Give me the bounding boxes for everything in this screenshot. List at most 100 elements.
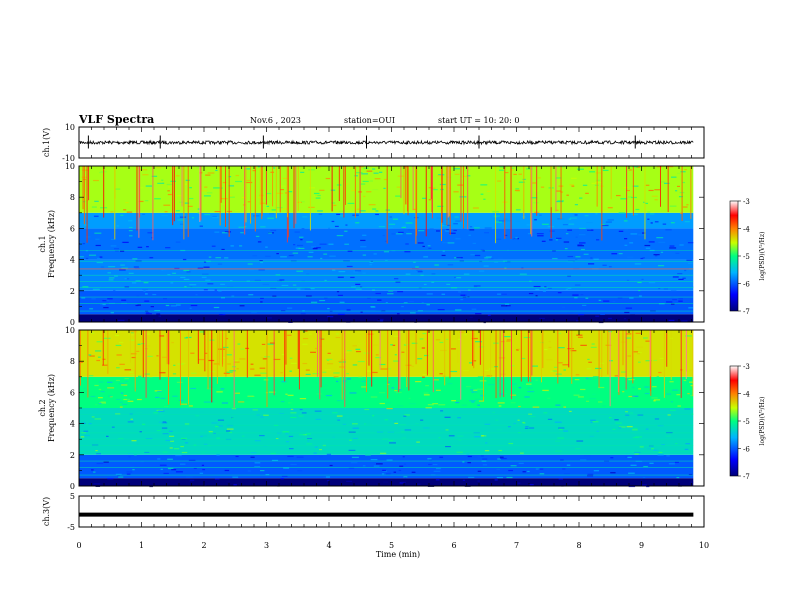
spectro-texture	[298, 247, 305, 250]
spectro-texture	[333, 478, 338, 480]
spectro-texture	[99, 256, 103, 258]
spectro-texture	[486, 190, 491, 192]
spectro-texture	[494, 479, 498, 481]
spectro-texture	[687, 242, 695, 244]
spectro-texture	[349, 392, 357, 394]
ch3-ytick-label: -5	[67, 523, 75, 532]
spectro-texture	[285, 393, 288, 395]
spectro-texture	[467, 462, 471, 464]
spectro-texture	[190, 372, 197, 374]
spectro-texture	[498, 220, 505, 222]
spectro-texture	[483, 198, 486, 200]
spectro-texture	[480, 193, 484, 195]
spectro-texture	[480, 395, 485, 397]
spectro-texture	[218, 314, 223, 316]
spectro-texture	[119, 382, 126, 385]
spectro-texture	[401, 305, 404, 308]
spectro-texture	[466, 175, 471, 177]
spectro-texture	[411, 471, 416, 473]
spectro-texture	[179, 223, 184, 225]
spectro-texture	[329, 255, 336, 257]
spectro-texture	[645, 340, 651, 342]
spectro-texture	[372, 189, 379, 191]
spectro-streak	[460, 330, 462, 400]
spectro-texture	[251, 409, 254, 412]
spectro-texture	[365, 454, 371, 456]
spectro-texture	[656, 426, 661, 428]
spectro-texture	[344, 243, 349, 245]
spectro-texture	[133, 266, 139, 268]
spectro-texture	[526, 383, 532, 385]
spectro-texture	[587, 480, 591, 482]
spectro-streak	[527, 330, 529, 382]
spectro-streak	[246, 330, 248, 378]
time-axis-ticks: 0 1 2 3 4 5 6 7 8 9 10	[76, 541, 709, 550]
spectro-texture	[372, 289, 376, 291]
spectro-texture	[444, 224, 451, 226]
spectro-texture	[108, 279, 114, 281]
spectro-texture	[504, 171, 509, 174]
spectro-texture	[114, 334, 120, 337]
spectro-texture	[259, 367, 266, 369]
start-time-label: start UT = 10: 20: 0	[438, 116, 519, 125]
spectro-texture	[130, 332, 134, 334]
spectro-texture	[656, 237, 664, 239]
spectro-texture	[680, 171, 686, 173]
spectro-texture	[589, 398, 597, 400]
spectro-texture	[94, 404, 98, 406]
spectro-texture	[372, 208, 377, 210]
spectro-texture	[465, 385, 472, 388]
spectro-texture	[223, 372, 230, 374]
spectro-texture	[416, 441, 420, 443]
spectro-texture	[385, 402, 392, 404]
spectro-texture	[563, 430, 569, 432]
spectro-texture	[423, 256, 429, 258]
spectro-texture	[527, 233, 531, 235]
spectro-texture	[676, 185, 680, 187]
spectro-texture	[521, 357, 526, 360]
spectro-streak	[168, 330, 170, 405]
spectro-texture	[473, 285, 481, 287]
freq-tick-label: 2	[70, 451, 75, 460]
spectro-texture	[89, 355, 95, 357]
spectro-texture	[96, 261, 104, 264]
spectro-texture	[362, 272, 366, 274]
spectro-texture	[591, 182, 596, 184]
spectro-texture	[273, 358, 281, 361]
spectro-texture	[83, 387, 87, 390]
spectro-texture	[389, 216, 393, 218]
spectro-texture	[386, 473, 391, 475]
spectro-texture	[376, 463, 383, 465]
spectro-texture	[577, 396, 584, 398]
spectro-texture	[387, 431, 395, 433]
spectro-texture	[157, 390, 162, 393]
spectro-texture	[463, 369, 470, 372]
date-label: Nov.6 , 2023	[250, 116, 301, 125]
spectro-texture	[92, 288, 100, 290]
spectro-texture	[469, 229, 475, 231]
colorbar-tick-label: -5	[743, 253, 750, 261]
spectro-texture	[300, 312, 306, 315]
spectro-texture	[580, 459, 587, 461]
spectro-texture	[653, 359, 658, 362]
spectro-texture	[248, 269, 255, 271]
spectro-texture	[474, 341, 482, 343]
spectro-texture	[85, 236, 91, 238]
spectro-streak	[139, 166, 141, 218]
spectro-streak	[449, 330, 451, 379]
spectro-texture	[355, 288, 362, 290]
spectro-streak	[320, 330, 322, 388]
spectro-texture	[107, 381, 113, 383]
spectro-texture	[566, 464, 571, 466]
spectro-texture	[236, 368, 239, 370]
spectro-texture	[678, 298, 683, 300]
spectro-texture	[213, 432, 217, 434]
spectro-texture	[162, 356, 167, 358]
spectro-texture	[218, 290, 222, 292]
spectro-streak	[667, 166, 669, 213]
spectro-texture	[643, 201, 646, 203]
spectro-texture	[118, 476, 124, 478]
spectro-texture	[462, 461, 465, 463]
spectro-texture	[535, 468, 540, 470]
